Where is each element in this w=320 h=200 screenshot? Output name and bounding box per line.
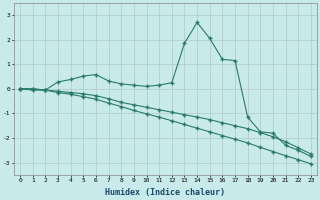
X-axis label: Humidex (Indice chaleur): Humidex (Indice chaleur)	[106, 188, 226, 197]
